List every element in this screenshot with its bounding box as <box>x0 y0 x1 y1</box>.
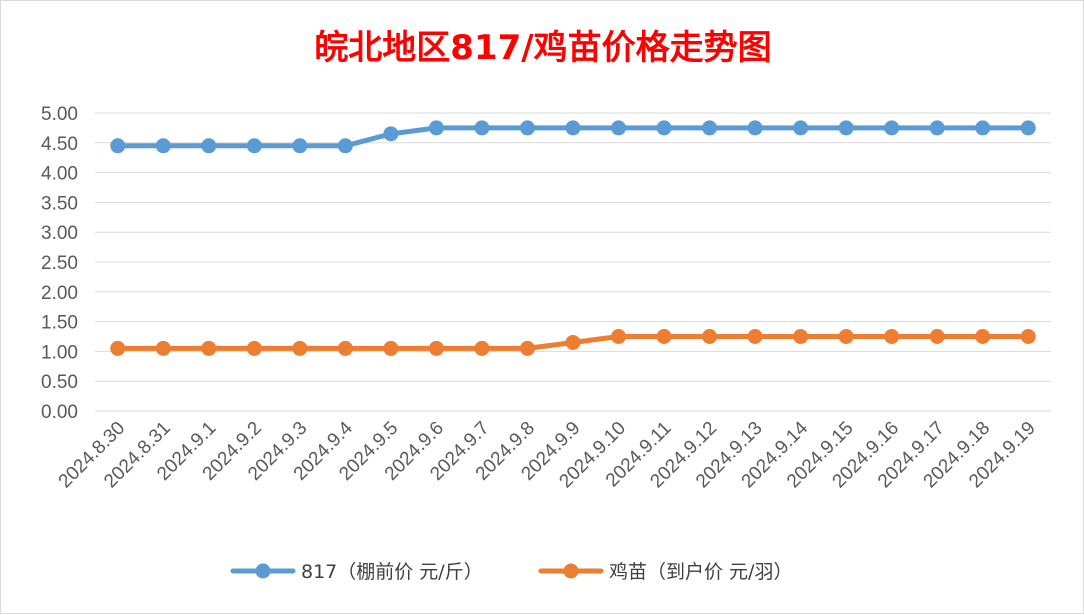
data-point <box>292 340 308 356</box>
y-tick-label: 1.00 <box>41 342 78 363</box>
y-tick-label: 3.50 <box>41 193 78 214</box>
data-point <box>519 340 535 356</box>
data-point <box>838 120 854 136</box>
data-point <box>702 329 718 344</box>
data-point <box>747 120 763 136</box>
data-point <box>246 340 262 356</box>
series-2 <box>110 329 1036 356</box>
y-tick-label: 3.00 <box>41 223 78 244</box>
data-point <box>110 138 126 154</box>
series-1 <box>110 120 1036 154</box>
data-point <box>611 329 627 344</box>
data-point <box>155 340 171 356</box>
y-tick-label: 0.00 <box>41 402 78 423</box>
data-point <box>884 329 900 344</box>
data-point <box>383 126 399 142</box>
data-point <box>474 120 490 136</box>
data-point <box>519 120 535 136</box>
data-point <box>975 120 991 136</box>
y-tick-label: 2.00 <box>41 283 78 304</box>
legend-label: 鸡苗（到户价 元/羽） <box>609 561 792 583</box>
data-point <box>337 340 353 356</box>
data-point <box>975 329 991 344</box>
data-point <box>793 120 809 136</box>
data-point <box>474 340 490 356</box>
x-axis-tick-labels: 2024.8.302024.8.312024.9.12024.9.22024.9… <box>55 417 1040 492</box>
data-point <box>155 138 171 154</box>
data-point <box>656 329 672 344</box>
data-point <box>702 120 718 136</box>
data-point <box>929 120 945 136</box>
data-point <box>201 340 217 356</box>
data-point <box>656 120 672 136</box>
y-tick-label: 0.50 <box>41 372 78 393</box>
chart-title: 皖北地区817/鸡苗价格走势图 <box>314 28 771 68</box>
data-point <box>611 120 627 136</box>
data-point <box>292 138 308 154</box>
y-tick-label: 1.50 <box>41 313 78 334</box>
data-point <box>747 329 763 344</box>
data-point <box>1020 329 1036 344</box>
data-point <box>337 138 353 154</box>
data-point <box>428 120 444 136</box>
series-layer <box>110 120 1036 356</box>
data-point <box>565 120 581 136</box>
y-axis-tick-labels: 0.00 0.50 1.00 1.50 2.00 2.50 3.00 3.50 4.00 4.50… <box>41 104 78 423</box>
data-point <box>565 334 581 350</box>
legend-dot-marker <box>563 563 579 579</box>
data-point <box>838 329 854 344</box>
legend-item: 鸡苗（到户价 元/羽） <box>538 561 792 583</box>
y-tick-label: 4.00 <box>41 164 78 185</box>
data-point <box>428 340 444 356</box>
data-point <box>201 138 217 154</box>
y-tick-label: 5.00 <box>41 104 78 125</box>
data-point <box>383 340 399 356</box>
data-point <box>246 138 262 154</box>
data-point <box>110 340 126 356</box>
gridlines <box>95 112 1051 412</box>
legend-dot-marker <box>255 563 271 579</box>
data-point <box>793 329 809 344</box>
data-point <box>929 329 945 344</box>
y-tick-label: 4.50 <box>41 134 78 155</box>
legend-item: 817（棚前价 元/斤） <box>230 561 483 583</box>
legend: 817（棚前价 元/斤） 鸡苗（到户价 元/羽） <box>230 561 792 583</box>
legend-label: 817（棚前价 元/斤） <box>301 561 483 583</box>
data-point <box>1020 120 1036 136</box>
data-point <box>884 120 900 136</box>
y-tick-label: 2.50 <box>41 253 78 274</box>
